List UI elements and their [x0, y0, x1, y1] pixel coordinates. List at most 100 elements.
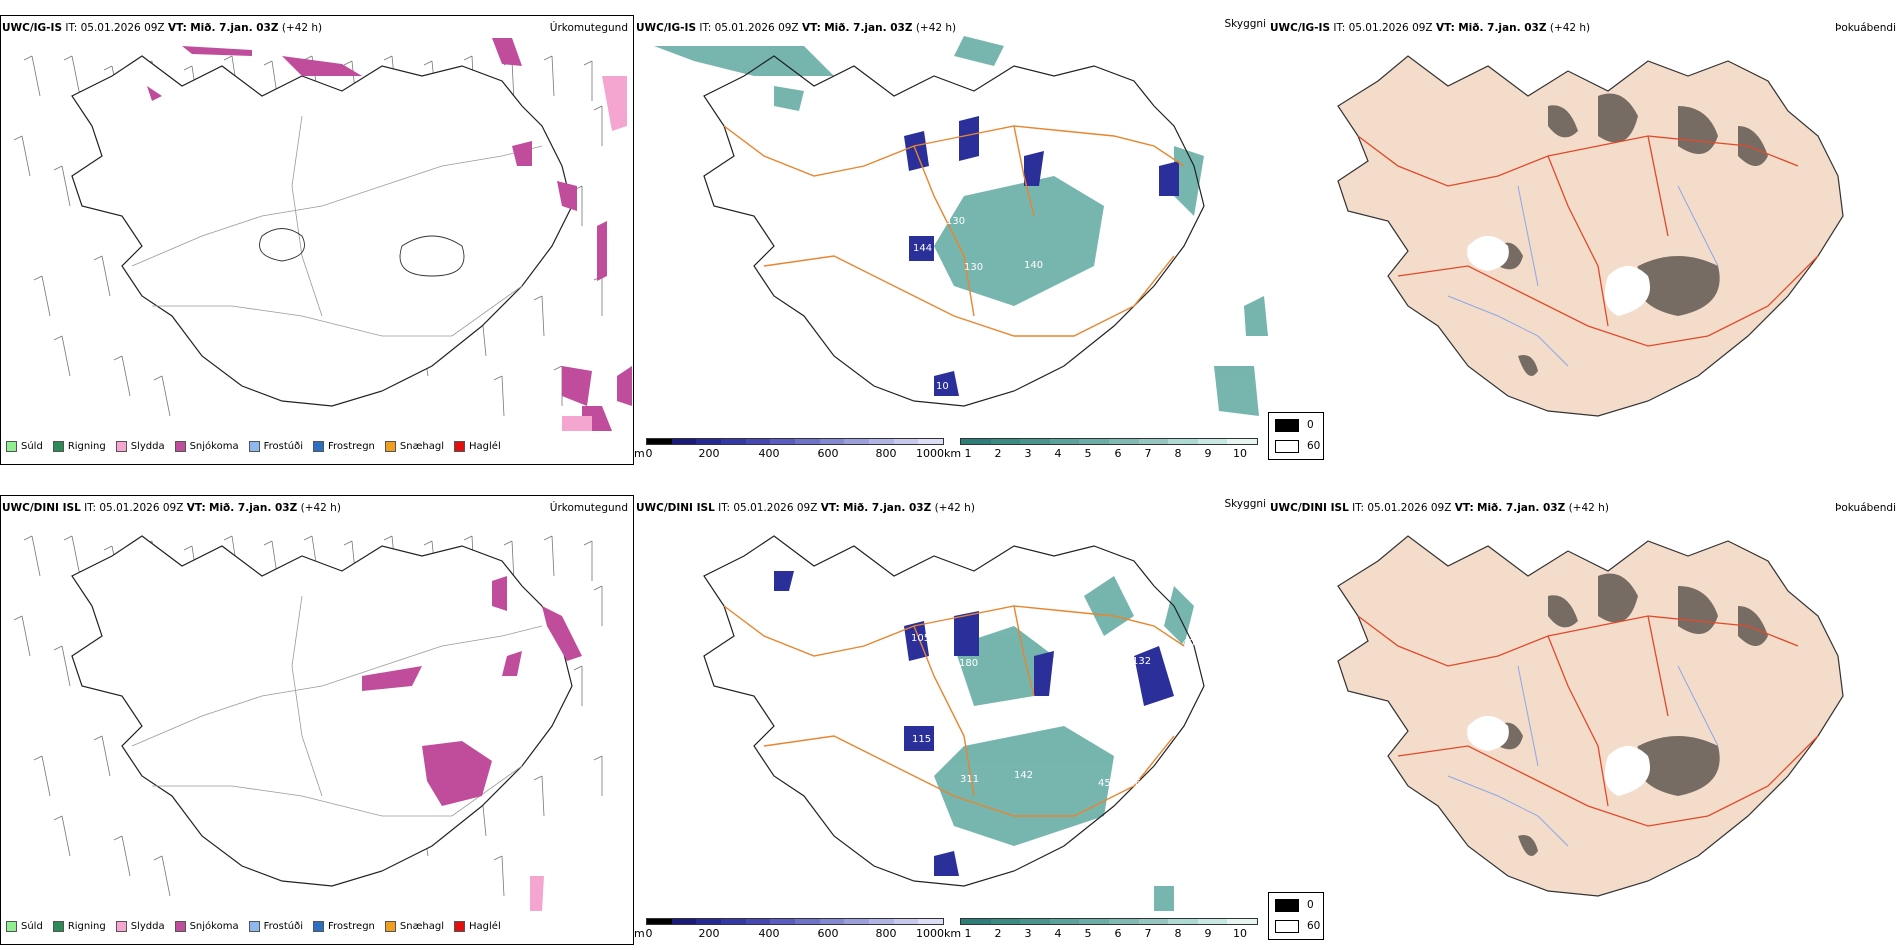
colorbar-tick: 0	[645, 927, 653, 940]
legend-label: Súld	[21, 921, 43, 932]
color-bin	[1197, 439, 1228, 444]
color-bin	[1138, 439, 1169, 444]
fog-high-areas	[1467, 236, 1650, 316]
visibility-colorbar: km 1 2 3 4 5 6 7 8 9 10	[944, 918, 1264, 940]
legend-swatch	[454, 921, 466, 932]
color-bin	[844, 919, 870, 924]
height-labels: 140 130 140 130 144 40 30 130 10	[734, 88, 1132, 392]
height-label: 180	[959, 658, 978, 669]
color-bin	[647, 439, 672, 444]
vt-label: VT:	[1454, 502, 1474, 514]
colorbar-tick: 400	[758, 447, 780, 460]
legend-swatch	[384, 921, 396, 932]
run-header: UWC/DINI ISL IT: 05.01.2026 09Z VT: Mið.…	[1270, 502, 1609, 514]
color-bin	[1138, 919, 1169, 924]
fog-legend-label: 60	[1307, 440, 1321, 452]
legend-swatch	[454, 441, 466, 452]
vt-label: VT:	[1435, 22, 1455, 34]
color-bin	[795, 439, 820, 444]
color-bin	[990, 439, 1021, 444]
panel-title: Skyggni	[1224, 498, 1267, 510]
row-dini-isl: UWC/DINI ISL IT: 05.01.2026 09Z VT: Mið.…	[0, 480, 1900, 950]
lead-time: (+42 h)	[1568, 502, 1609, 514]
color-bin	[1108, 439, 1139, 444]
legend-item-snaehagl: Snæhagl	[384, 441, 444, 452]
lead-time: (+42 h)	[1549, 22, 1591, 34]
legend-item-snaehagl: Snæhagl	[384, 921, 445, 932]
legend-item-slydda: Slydda	[115, 441, 165, 452]
color-bin	[1168, 919, 1198, 924]
color-bin	[745, 439, 771, 444]
visibility-colorbar-strip	[960, 918, 1258, 925]
legend-swatch	[115, 921, 127, 932]
legend-swatch	[248, 441, 260, 452]
legend-item-rigning: Rigning	[52, 921, 106, 932]
it-label: IT:	[65, 22, 78, 34]
glaciers	[259, 228, 465, 277]
colorbar-unit: km	[944, 447, 962, 460]
legend-label: Frostúði	[263, 921, 303, 932]
colorbar-tick: 1	[964, 927, 972, 940]
lead-time: (+42 h)	[934, 502, 975, 514]
colorbar-unit: m	[634, 927, 645, 940]
legend-item-haglel: Haglél	[454, 921, 501, 932]
color-bin	[770, 919, 796, 924]
panel-frame	[0, 15, 634, 465]
roads	[131, 595, 543, 817]
legend-item-frostudi: Frostúði	[248, 441, 303, 452]
panel-title: Þokuábendi	[1835, 22, 1896, 34]
it-value: 05.01.2026 09Z	[714, 22, 799, 34]
iceland-coastline	[703, 535, 1205, 887]
color-bin	[961, 439, 991, 444]
colorbar-tick: 0	[645, 447, 653, 460]
legend-label: Snæhagl	[399, 921, 445, 932]
colorbar-tick: 8	[1174, 927, 1182, 940]
colorbar-tick: 400	[758, 927, 780, 940]
iceland-fog-map	[1337, 535, 1844, 897]
model-name: UWC/IG-IS	[2, 22, 63, 34]
legend-item-frostudi: Frostúði	[248, 921, 303, 932]
color-bin	[721, 439, 746, 444]
lead-time: (+42 h)	[300, 502, 341, 514]
color-bin	[1227, 439, 1257, 444]
it-label: IT:	[1333, 22, 1346, 34]
height-label: 286	[1122, 778, 1141, 789]
it-label: IT:	[718, 502, 731, 514]
colorbar-tick: 2	[994, 927, 1002, 940]
colorbar-tick: 600	[817, 927, 839, 940]
colorbar-tick: 200	[698, 927, 720, 940]
iceland-cloud-map: 180 115 311 142 30 458 286 40 105 132	[703, 535, 1205, 911]
iceland-coastline	[71, 55, 573, 407]
it-value: 05.01.2026 09Z	[733, 502, 818, 514]
colorbar-tick: 1000	[916, 447, 944, 460]
height-colorbar-strip	[646, 438, 944, 445]
it-value: 05.01.2026 09Z	[1367, 502, 1452, 514]
fog-legend-label: 60	[1307, 920, 1321, 932]
color-bin	[918, 919, 944, 924]
lead-time: (+42 h)	[281, 22, 323, 34]
fog-legend-swatch	[1275, 440, 1299, 453]
color-bin	[1049, 919, 1080, 924]
fog-panel: UWC/DINI ISL IT: 05.01.2026 09Z VT: Mið.…	[1268, 480, 1900, 950]
legend-label: Snjókoma	[189, 921, 239, 932]
legend-label: Rigning	[67, 441, 106, 452]
height-label: 142	[1014, 770, 1033, 781]
panel-title: Úrkomutegund	[549, 502, 628, 514]
height-label: 10	[936, 381, 949, 392]
lead-time: (+42 h)	[915, 22, 957, 34]
colorbar-tick: 10	[1233, 927, 1247, 940]
height-label: 132	[1132, 656, 1151, 667]
rivers	[1447, 185, 1719, 367]
colorbar-tick: 5	[1084, 447, 1092, 460]
legend-swatch	[248, 921, 260, 932]
legend-label: Frostúði	[263, 441, 303, 452]
run-header: UWC/IG-IS IT: 05.01.2026 09Z VT: Mið. 7.…	[636, 22, 956, 34]
panel-title: Þokuábendi	[1835, 502, 1896, 514]
model-name: UWC/IG-IS	[636, 22, 697, 34]
height-label: 30	[1119, 263, 1132, 274]
vt-label: VT:	[167, 22, 187, 34]
legend-item-haglel: Haglél	[454, 441, 501, 452]
iceland-coastline	[703, 55, 1205, 407]
colorbar-tick: 5	[1084, 927, 1092, 940]
fog-legend-swatch	[1275, 899, 1299, 912]
